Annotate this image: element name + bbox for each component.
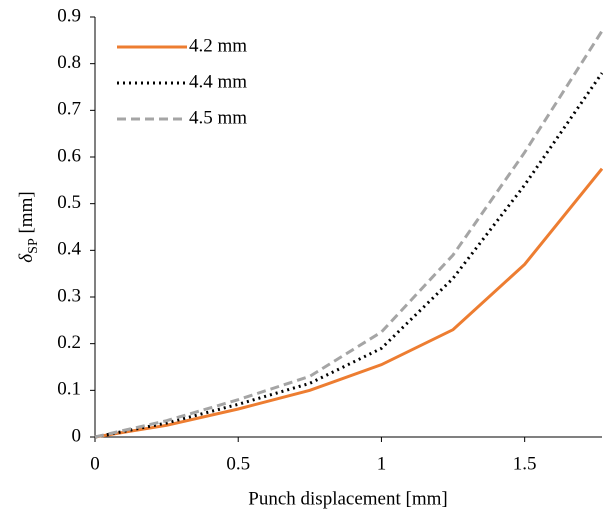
y-tick-label: 0: [72, 425, 82, 446]
y-tick-label: 0.9: [57, 5, 81, 26]
y-label-symbol: δ: [16, 253, 37, 263]
x-tick-label: 1.5: [513, 453, 537, 474]
legend-label: 4.5 mm: [189, 107, 247, 128]
y-tick-label: 0.5: [57, 192, 81, 213]
y-tick-label: 0.4: [57, 239, 81, 260]
y-tick-label: 0.6: [57, 145, 81, 166]
x-tick-label: 1: [377, 453, 387, 474]
y-axis-label: δSP [mm]: [16, 191, 41, 262]
y-tick-label: 0.3: [57, 285, 81, 306]
legend-label: 4.4 mm: [189, 71, 247, 92]
legend-label: 4.2 mm: [189, 35, 247, 56]
y-tick-label: 0.7: [57, 99, 81, 120]
y-tick-label: 0.1: [57, 379, 81, 400]
series-line: [94, 72, 603, 439]
y-tick-label: 0.2: [57, 332, 81, 353]
x-tick-label: 0: [90, 453, 100, 474]
series-line: [94, 167, 603, 439]
y-tick-label: 0.8: [57, 52, 81, 73]
series-line: [94, 30, 603, 439]
x-axis-label: Punch displacement [mm]: [248, 488, 447, 509]
y-label-unit: [mm]: [16, 191, 37, 238]
x-tick-label: 0.5: [226, 453, 250, 474]
y-label-subscript: SP: [26, 238, 41, 254]
